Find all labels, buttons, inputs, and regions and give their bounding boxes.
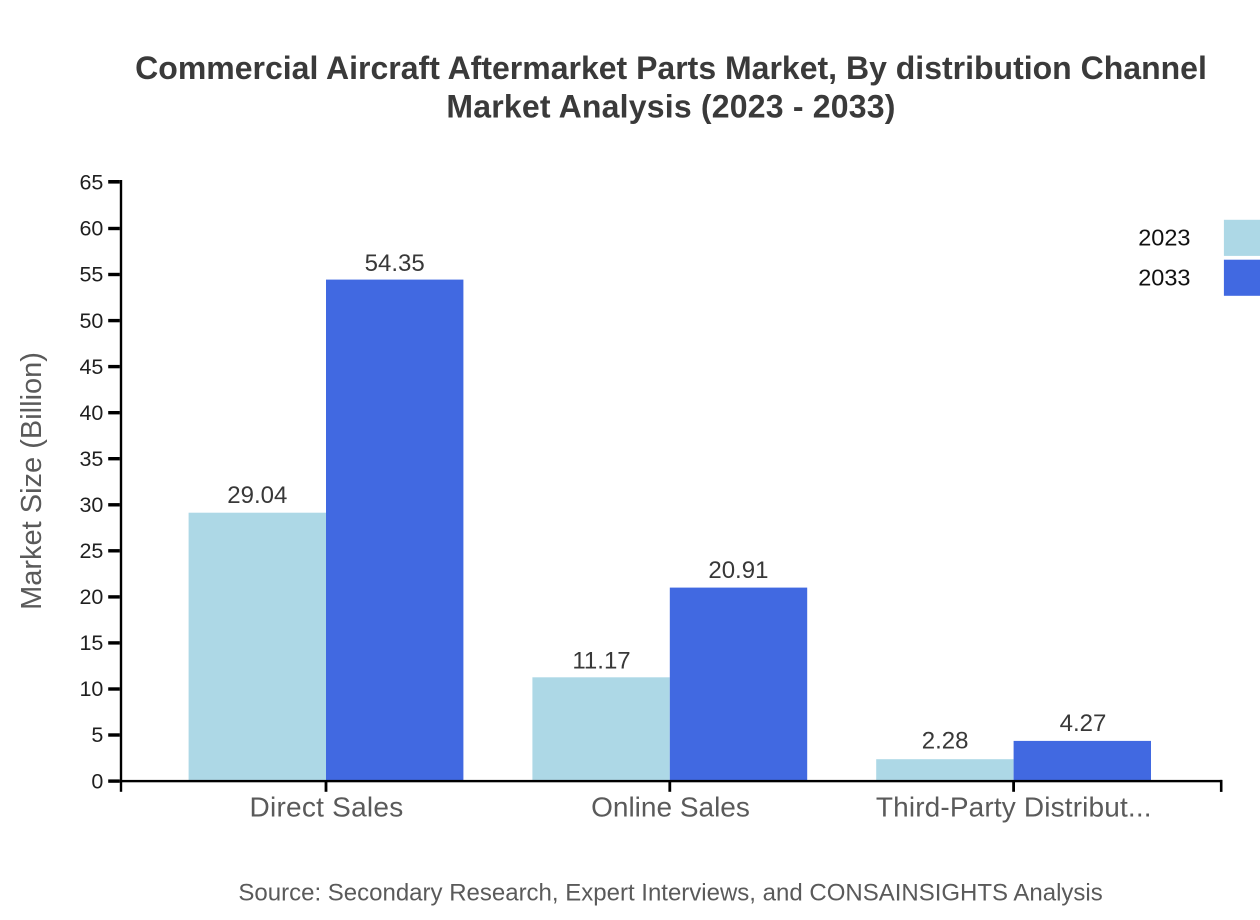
svg-text:11.17: 11.17 — [572, 648, 630, 675]
svg-text:Source: Secondary Research, Ex: Source: Secondary Research, Expert Inter… — [238, 880, 1102, 907]
svg-text:Direct Sales: Direct Sales — [250, 792, 404, 823]
svg-text:30: 30 — [79, 493, 103, 517]
svg-text:20: 20 — [79, 585, 103, 609]
svg-text:2033: 2033 — [1138, 265, 1190, 291]
svg-text:Third-Party Distribut...: Third-Party Distribut... — [876, 792, 1152, 823]
svg-text:10: 10 — [79, 677, 103, 701]
svg-text:Commercial Aircraft Aftermarke: Commercial Aircraft Aftermarket Parts Ma… — [135, 50, 1207, 86]
svg-text:50: 50 — [79, 309, 103, 333]
svg-text:65: 65 — [79, 171, 103, 195]
svg-text:60: 60 — [79, 217, 103, 241]
svg-text:15: 15 — [79, 631, 103, 655]
svg-text:2023: 2023 — [1138, 225, 1190, 251]
svg-text:Online Sales: Online Sales — [591, 792, 750, 823]
svg-text:Market Analysis (2023 - 2033): Market Analysis (2023 - 2033) — [446, 88, 895, 124]
svg-text:54.35: 54.35 — [365, 250, 425, 277]
svg-text:45: 45 — [79, 355, 103, 379]
svg-text:Market Size (Billion): Market Size (Billion) — [16, 352, 48, 610]
svg-text:2.28: 2.28 — [922, 728, 969, 755]
svg-text:4.27: 4.27 — [1060, 710, 1107, 737]
svg-text:20.91: 20.91 — [708, 557, 768, 584]
svg-text:35: 35 — [79, 447, 103, 471]
svg-text:29.04: 29.04 — [227, 482, 287, 509]
svg-text:40: 40 — [79, 401, 103, 425]
svg-text:25: 25 — [79, 539, 103, 563]
svg-text:5: 5 — [91, 723, 103, 747]
svg-text:0: 0 — [91, 769, 103, 793]
svg-text:55: 55 — [79, 263, 103, 287]
